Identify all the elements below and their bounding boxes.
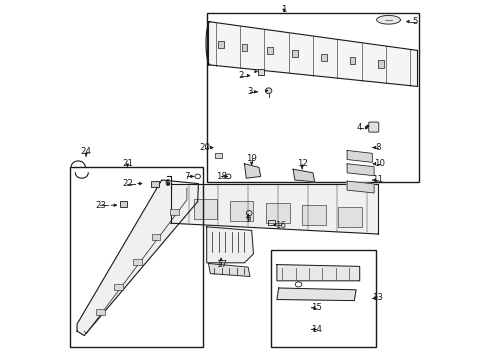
Polygon shape: [276, 265, 359, 281]
Polygon shape: [346, 150, 371, 162]
Polygon shape: [244, 164, 260, 178]
Polygon shape: [346, 181, 373, 193]
Bar: [267, 220, 275, 225]
Polygon shape: [346, 164, 373, 176]
Bar: [271, 250, 375, 347]
Bar: [133, 259, 142, 265]
Bar: [349, 57, 355, 64]
Polygon shape: [208, 264, 249, 276]
Text: 18: 18: [215, 172, 226, 181]
Text: 7: 7: [184, 172, 189, 181]
Polygon shape: [376, 15, 400, 24]
Text: 11: 11: [371, 175, 383, 184]
Text: 15: 15: [310, 303, 321, 312]
Text: 4: 4: [356, 123, 362, 132]
Polygon shape: [208, 22, 416, 86]
Bar: [265, 203, 289, 223]
Bar: [170, 209, 179, 215]
Text: 24: 24: [81, 147, 91, 156]
Text: 1: 1: [281, 4, 286, 13]
Text: 10: 10: [373, 159, 384, 168]
Bar: [70, 167, 203, 347]
Text: 19: 19: [246, 154, 257, 163]
FancyBboxPatch shape: [368, 122, 378, 132]
Polygon shape: [292, 169, 314, 182]
Bar: [218, 41, 224, 48]
Text: 6: 6: [164, 179, 169, 188]
Text: 17: 17: [215, 260, 226, 269]
Polygon shape: [170, 184, 377, 234]
Polygon shape: [77, 180, 198, 336]
Bar: [302, 205, 325, 225]
Bar: [215, 153, 222, 158]
Bar: [241, 44, 247, 51]
Bar: [151, 181, 159, 187]
Text: 5: 5: [412, 17, 417, 26]
Bar: [230, 201, 253, 221]
Bar: [206, 13, 418, 182]
Text: 14: 14: [310, 325, 321, 334]
Text: 21: 21: [122, 159, 133, 168]
Text: 9: 9: [245, 215, 250, 224]
Bar: [151, 234, 160, 240]
Text: 16: 16: [274, 220, 285, 230]
Bar: [114, 284, 123, 290]
Bar: [378, 60, 384, 68]
Bar: [337, 207, 361, 226]
Text: 20: 20: [199, 143, 210, 152]
Bar: [320, 54, 326, 61]
Bar: [120, 201, 127, 207]
Text: 22: 22: [122, 179, 133, 188]
Bar: [257, 69, 264, 75]
Text: 13: 13: [371, 292, 383, 302]
Text: 23: 23: [95, 201, 106, 210]
Text: 3: 3: [246, 87, 252, 96]
Bar: [194, 199, 217, 219]
Text: 8: 8: [374, 143, 380, 152]
Ellipse shape: [265, 88, 271, 94]
Text: 2: 2: [238, 71, 243, 80]
Text: 12: 12: [296, 159, 307, 168]
Polygon shape: [276, 288, 355, 301]
Bar: [266, 47, 272, 54]
Bar: [291, 50, 297, 57]
Bar: [96, 309, 104, 315]
Polygon shape: [206, 227, 253, 263]
